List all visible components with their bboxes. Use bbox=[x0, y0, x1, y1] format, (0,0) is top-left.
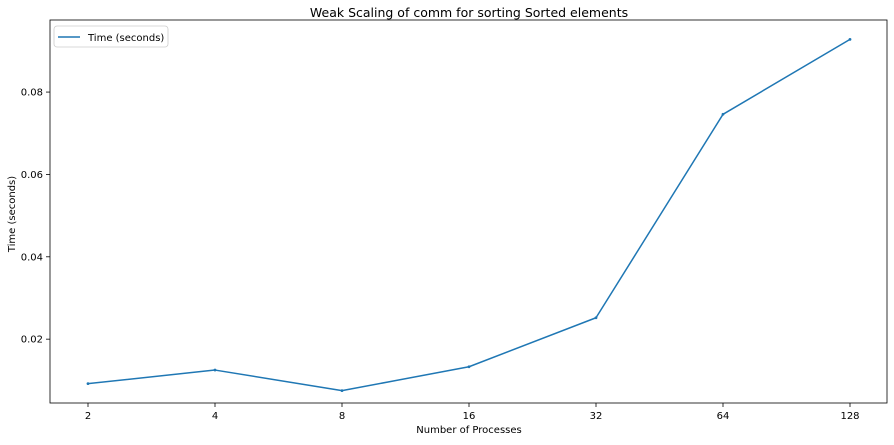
data-point bbox=[467, 365, 471, 369]
legend-box bbox=[53, 25, 169, 48]
legend-label: Time (seconds) bbox=[87, 33, 164, 44]
x-tick-label: 8 bbox=[339, 411, 345, 422]
y-axis-ticks: 0.02 0.04 0.06 0.08 bbox=[21, 88, 50, 346]
series-layer bbox=[86, 37, 852, 393]
data-point bbox=[594, 316, 598, 320]
data-point bbox=[721, 112, 725, 116]
data-point bbox=[340, 389, 344, 393]
x-tick-label: 128 bbox=[840, 411, 859, 422]
x-tick-label: 32 bbox=[590, 411, 603, 422]
x-tick-label: 2 bbox=[85, 411, 91, 422]
data-point bbox=[213, 368, 217, 372]
chart-title: Weak Scaling of comm for sorting Sorted … bbox=[310, 5, 628, 20]
plot-frame bbox=[49, 19, 888, 404]
y-tick-label: 0.02 bbox=[21, 335, 43, 346]
legend: Time (seconds) bbox=[53, 25, 169, 48]
y-tick-label: 0.04 bbox=[21, 252, 43, 263]
data-point bbox=[86, 382, 90, 386]
x-axis-label: Number of Processes bbox=[416, 425, 521, 436]
y-axis-label: Time (seconds) bbox=[7, 176, 18, 253]
y-tick-label: 0.06 bbox=[21, 170, 43, 181]
x-tick-label: 16 bbox=[463, 411, 476, 422]
x-tick-label: 4 bbox=[212, 411, 218, 422]
y-tick-label: 0.08 bbox=[21, 88, 43, 99]
x-axis-ticks: 2 4 8 16 32 64 128 bbox=[85, 403, 860, 422]
data-point bbox=[848, 37, 852, 41]
x-tick-label: 64 bbox=[717, 411, 730, 422]
plot-area: 2 4 8 16 32 64 128 0.02 0.04 0.06 0.08 bbox=[21, 19, 888, 422]
